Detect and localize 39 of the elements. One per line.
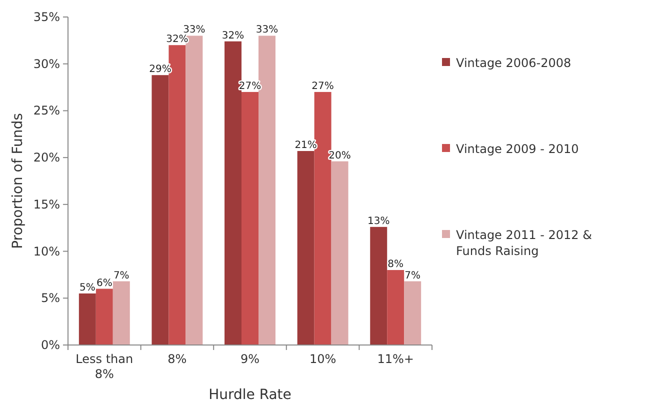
- x-tick-label: 11%+: [377, 352, 414, 366]
- legend-label: Vintage 2011 - 2012 & Funds Raising: [456, 228, 592, 258]
- y-tick-label: 15%: [33, 197, 60, 212]
- bar: [370, 226, 388, 345]
- bar: [297, 151, 314, 345]
- legend-label: Vintage 2006-2008: [456, 56, 572, 70]
- y-tick-label: 0%: [40, 338, 60, 352]
- bar: [96, 288, 113, 345]
- data-label: 5%: [79, 282, 96, 294]
- bar: [404, 281, 422, 345]
- bar: [152, 75, 169, 345]
- y-tick-label: 5%: [40, 291, 60, 306]
- y-tick-label: 10%: [33, 244, 60, 258]
- data-label: 13%: [367, 216, 390, 227]
- y-axis-title: Proportion of Funds: [10, 113, 26, 249]
- legend-label: Vintage 2009 - 2010: [456, 142, 579, 156]
- data-label: 8%: [388, 259, 404, 270]
- y-tick-label: 25%: [33, 104, 60, 118]
- data-label: 7%: [113, 270, 130, 282]
- bar: [78, 293, 96, 345]
- data-label: 27%: [312, 80, 334, 92]
- x-tick-label: Less than 8%: [76, 352, 134, 381]
- bar: [242, 92, 258, 345]
- bar: [112, 281, 130, 345]
- y-tick-label: 20%: [33, 150, 60, 165]
- x-tick-label: 10%: [309, 352, 336, 366]
- data-label: 32%: [222, 30, 244, 42]
- data-label: 6%: [96, 278, 112, 289]
- data-label: 32%: [166, 34, 188, 46]
- bar: [331, 161, 348, 345]
- bar: [387, 270, 404, 345]
- data-label: 7%: [404, 270, 421, 282]
- x-tick-label: 8%: [168, 352, 187, 366]
- y-tick-label: 35%: [33, 10, 60, 24]
- x-tick-label: 9%: [240, 352, 260, 366]
- data-label: 33%: [256, 24, 278, 36]
- data-label: 33%: [183, 24, 206, 36]
- x-axis-title: Hurdle Rate: [208, 387, 292, 403]
- y-tick-label: 30%: [33, 56, 60, 71]
